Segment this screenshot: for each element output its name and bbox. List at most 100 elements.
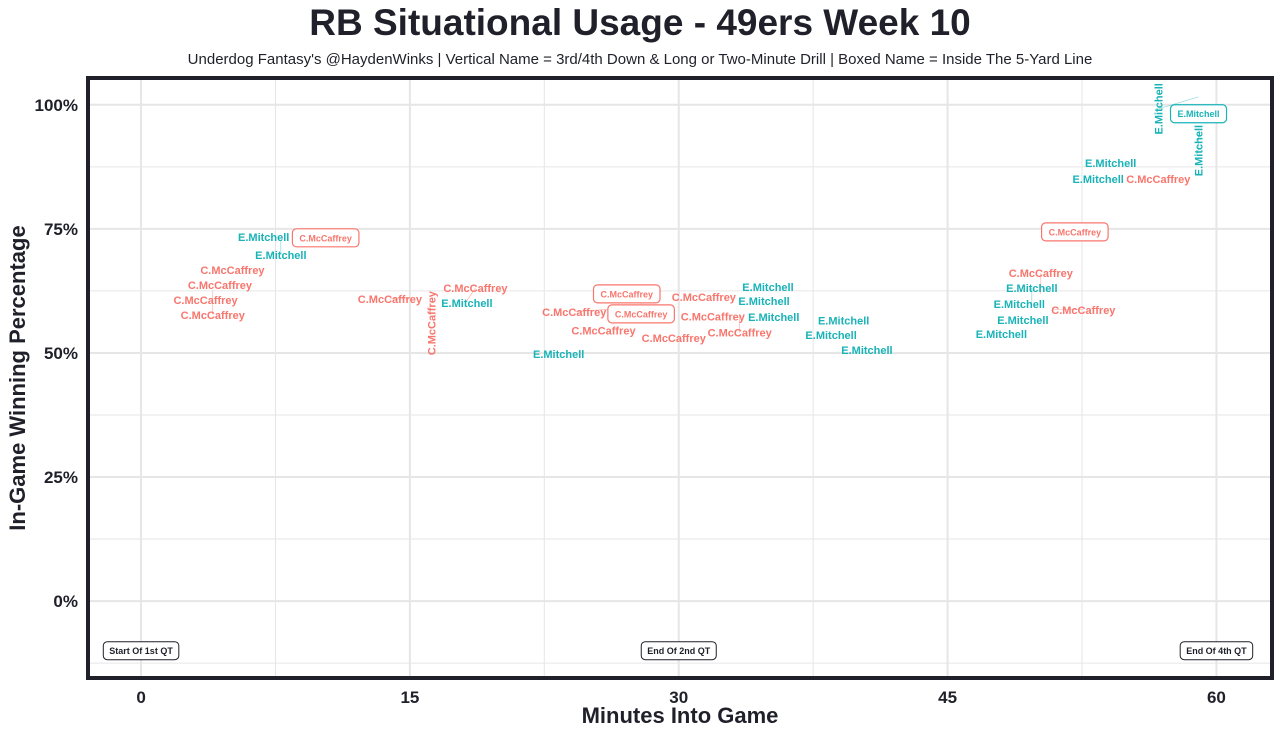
y-tick-label: 25% (44, 468, 78, 487)
point-text: E.Mitchell (441, 298, 492, 310)
data-point-label: C.McCaffrey (571, 326, 636, 338)
point-text: C.McCaffrey (173, 295, 238, 307)
data-point-label: C.McCaffrey (181, 310, 246, 322)
point-text: C.McCaffrey (672, 292, 737, 304)
data-point-label: C.McCaffrey (708, 328, 773, 340)
plot-border (86, 76, 1274, 680)
plot-panel (88, 78, 1272, 678)
point-box (607, 304, 675, 324)
point-text: E.Mitchell (1178, 109, 1220, 119)
chart-title: RB Situational Usage - 49ers Week 10 (309, 2, 971, 43)
point-text: E.Mitchell (1085, 158, 1136, 170)
y-tick-label: 0% (53, 592, 78, 611)
x-tick-label: 15 (400, 688, 419, 707)
annotation-text: Start Of 1st QT (109, 646, 173, 656)
point-text: E.Mitchell (238, 232, 289, 244)
data-point-label: E.Mitchell (1085, 158, 1136, 170)
point-text: C.McCaffrey (708, 328, 773, 340)
x-tick-label: 45 (938, 688, 957, 707)
quarter-annotation: End Of 2nd QT (640, 641, 717, 661)
point-text: E.Mitchell (1154, 83, 1166, 134)
data-point-label: C.McCaffrey (200, 265, 265, 277)
point-text: C.McCaffrey (642, 333, 707, 345)
annotation-box (1179, 641, 1254, 661)
quarter-annotation: End Of 4th QT (1179, 641, 1254, 661)
point-text: C.McCaffrey (1049, 227, 1102, 237)
point-text: C.McCaffrey (426, 290, 438, 355)
y-tick-label: 100% (35, 96, 78, 115)
data-point-label: C.McCaffrey (426, 290, 438, 355)
data-point-label: E.Mitchell (738, 296, 789, 308)
data-point-label: E.Mitchell (1154, 83, 1166, 134)
point-text: C.McCaffrey (615, 309, 668, 319)
point-text: E.Mitchell (738, 296, 789, 308)
x-tick-label: 0 (136, 688, 145, 707)
x-tick-label: 30 (669, 688, 688, 707)
point-text: E.Mitchell (994, 299, 1045, 311)
data-point-label: C.McCaffrey (1051, 305, 1116, 317)
leader-line (465, 287, 476, 303)
data-point-label: C.McCaffrey (672, 292, 737, 304)
y-tick-label: 75% (44, 220, 78, 239)
point-text: E.Mitchell (1194, 125, 1206, 176)
annotation-box (640, 641, 717, 661)
data-point-label: E.Mitchell (994, 299, 1045, 311)
data-point-label: C.McCaffrey (542, 307, 607, 319)
point-text: C.McCaffrey (299, 233, 352, 243)
data-point-label: C.McCaffrey (443, 283, 508, 295)
data-point-label: E.Mitchell (1169, 104, 1228, 124)
data-point-label: C.McCaffrey (642, 333, 707, 345)
point-text: E.Mitchell (255, 250, 306, 262)
point-text: C.McCaffrey (1009, 268, 1074, 280)
x-axis-label: Minutes Into Game (581, 703, 779, 728)
y-tick-label: 50% (44, 344, 78, 363)
point-text: C.McCaffrey (358, 294, 423, 306)
chart-subtitle: Underdog Fantasy's @HaydenWinks | Vertic… (187, 51, 1093, 68)
data-point-label: E.Mitchell (748, 312, 799, 324)
point-text: C.McCaffrey (681, 312, 746, 324)
point-box (592, 284, 661, 304)
data-point-label: C.McCaffrey (358, 294, 423, 306)
data-point-label: E.Mitchell (441, 298, 492, 310)
data-point-label: E.Mitchell (997, 315, 1048, 327)
data-point-label: C.McCaffrey (1126, 174, 1191, 186)
annotation-text: End Of 4th QT (1186, 646, 1247, 656)
point-text: E.Mitchell (805, 330, 856, 342)
point-text: C.McCaffrey (200, 265, 265, 277)
annotation-box (102, 641, 180, 661)
point-text: C.McCaffrey (181, 310, 246, 322)
data-point-label: E.Mitchell (238, 232, 289, 244)
data-point-label: C.McCaffrey (592, 284, 661, 304)
data-point-label: C.McCaffrey (291, 228, 360, 248)
annotation-text: End Of 2nd QT (647, 646, 710, 656)
data-point-label: E.Mitchell (976, 329, 1027, 341)
point-text: C.McCaffrey (1126, 174, 1191, 186)
point-text: E.Mitchell (1072, 174, 1123, 186)
point-text: E.Mitchell (841, 345, 892, 357)
point-text: E.Mitchell (742, 282, 793, 294)
data-point-label: E.Mitchell (818, 316, 869, 328)
data-point-label: C.McCaffrey (1009, 268, 1074, 280)
data-point-label: C.McCaffrey (607, 304, 675, 324)
data-point-label: E.Mitchell (1194, 125, 1206, 176)
point-text: C.McCaffrey (188, 280, 253, 292)
point-text: E.Mitchell (1006, 283, 1057, 295)
data-point-label: C.McCaffrey (173, 295, 238, 307)
point-text: C.McCaffrey (601, 289, 654, 299)
data-point-label: E.Mitchell (255, 250, 306, 262)
point-box (1169, 104, 1228, 124)
point-box (291, 228, 360, 248)
point-text: E.Mitchell (818, 316, 869, 328)
point-text: C.McCaffrey (443, 283, 508, 295)
point-text: E.Mitchell (997, 315, 1048, 327)
data-point-label: C.McCaffrey (1040, 222, 1109, 242)
point-text: C.McCaffrey (571, 326, 636, 338)
point-text: E.Mitchell (533, 349, 584, 361)
point-text: C.McCaffrey (1051, 305, 1116, 317)
data-point-label: E.Mitchell (533, 349, 584, 361)
data-point-label: E.Mitchell (1072, 174, 1123, 186)
data-point-label: E.Mitchell (841, 345, 892, 357)
data-point-label: E.Mitchell (805, 330, 856, 342)
quarter-annotation: Start Of 1st QT (102, 641, 180, 661)
